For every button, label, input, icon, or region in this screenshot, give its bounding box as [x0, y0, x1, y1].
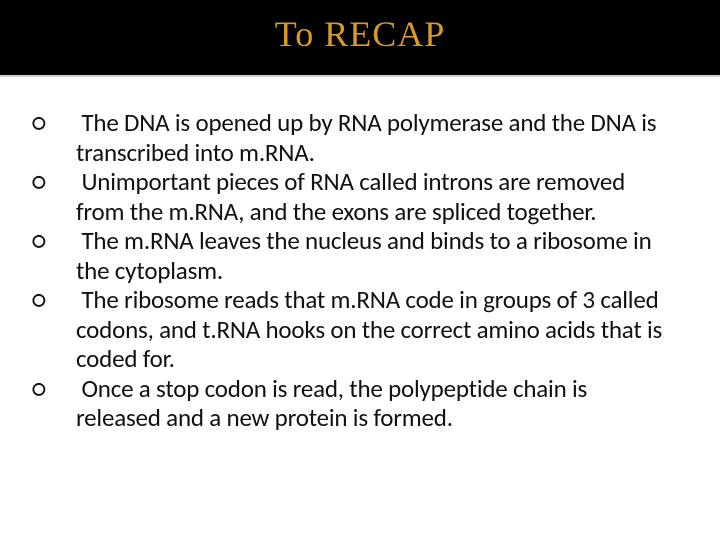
- bullet-text: ○ Once a stop codon is read, the polypep…: [54, 374, 666, 433]
- bullet-item: ○ Unimportant pieces of RNA called intro…: [54, 167, 666, 226]
- bullet-body: The ribosome reads that m.RNA code in gr…: [76, 284, 662, 374]
- bullet-body: Once a stop codon is read, the polypepti…: [76, 373, 587, 434]
- bullet-marker-icon: ○: [54, 285, 76, 315]
- bullet-item: ○ The m.RNA leaves the nucleus and binds…: [54, 226, 666, 285]
- content-area: ○ The DNA is opened up by RNA polymerase…: [54, 108, 666, 433]
- bullet-marker-icon: ○: [54, 374, 76, 404]
- bullet-text: ○ Unimportant pieces of RNA called intro…: [54, 167, 666, 226]
- title-divider: [0, 76, 720, 77]
- bullet-text: ○ The DNA is opened up by RNA polymerase…: [54, 108, 666, 167]
- bullet-marker-icon: ○: [54, 167, 76, 197]
- bullet-body: The m.RNA leaves the nucleus and binds t…: [76, 225, 652, 286]
- bullet-text: ○ The ribosome reads that m.RNA code in …: [54, 285, 666, 374]
- bullet-body: The DNA is opened up by RNA polymerase a…: [76, 107, 656, 168]
- slide: To RECAP ○ The DNA is opened up by RNA p…: [0, 0, 720, 540]
- bullet-marker-icon: ○: [54, 108, 76, 138]
- bullet-item: ○ The DNA is opened up by RNA polymerase…: [54, 108, 666, 167]
- bullet-item: ○ Once a stop codon is read, the polypep…: [54, 374, 666, 433]
- slide-title: To RECAP: [0, 0, 720, 68]
- bullet-item: ○ The ribosome reads that m.RNA code in …: [54, 285, 666, 374]
- bullet-body: Unimportant pieces of RNA called introns…: [76, 166, 625, 227]
- title-bar: To RECAP: [0, 0, 720, 76]
- bullet-marker-icon: ○: [54, 226, 76, 256]
- bullet-text: ○ The m.RNA leaves the nucleus and binds…: [54, 226, 666, 285]
